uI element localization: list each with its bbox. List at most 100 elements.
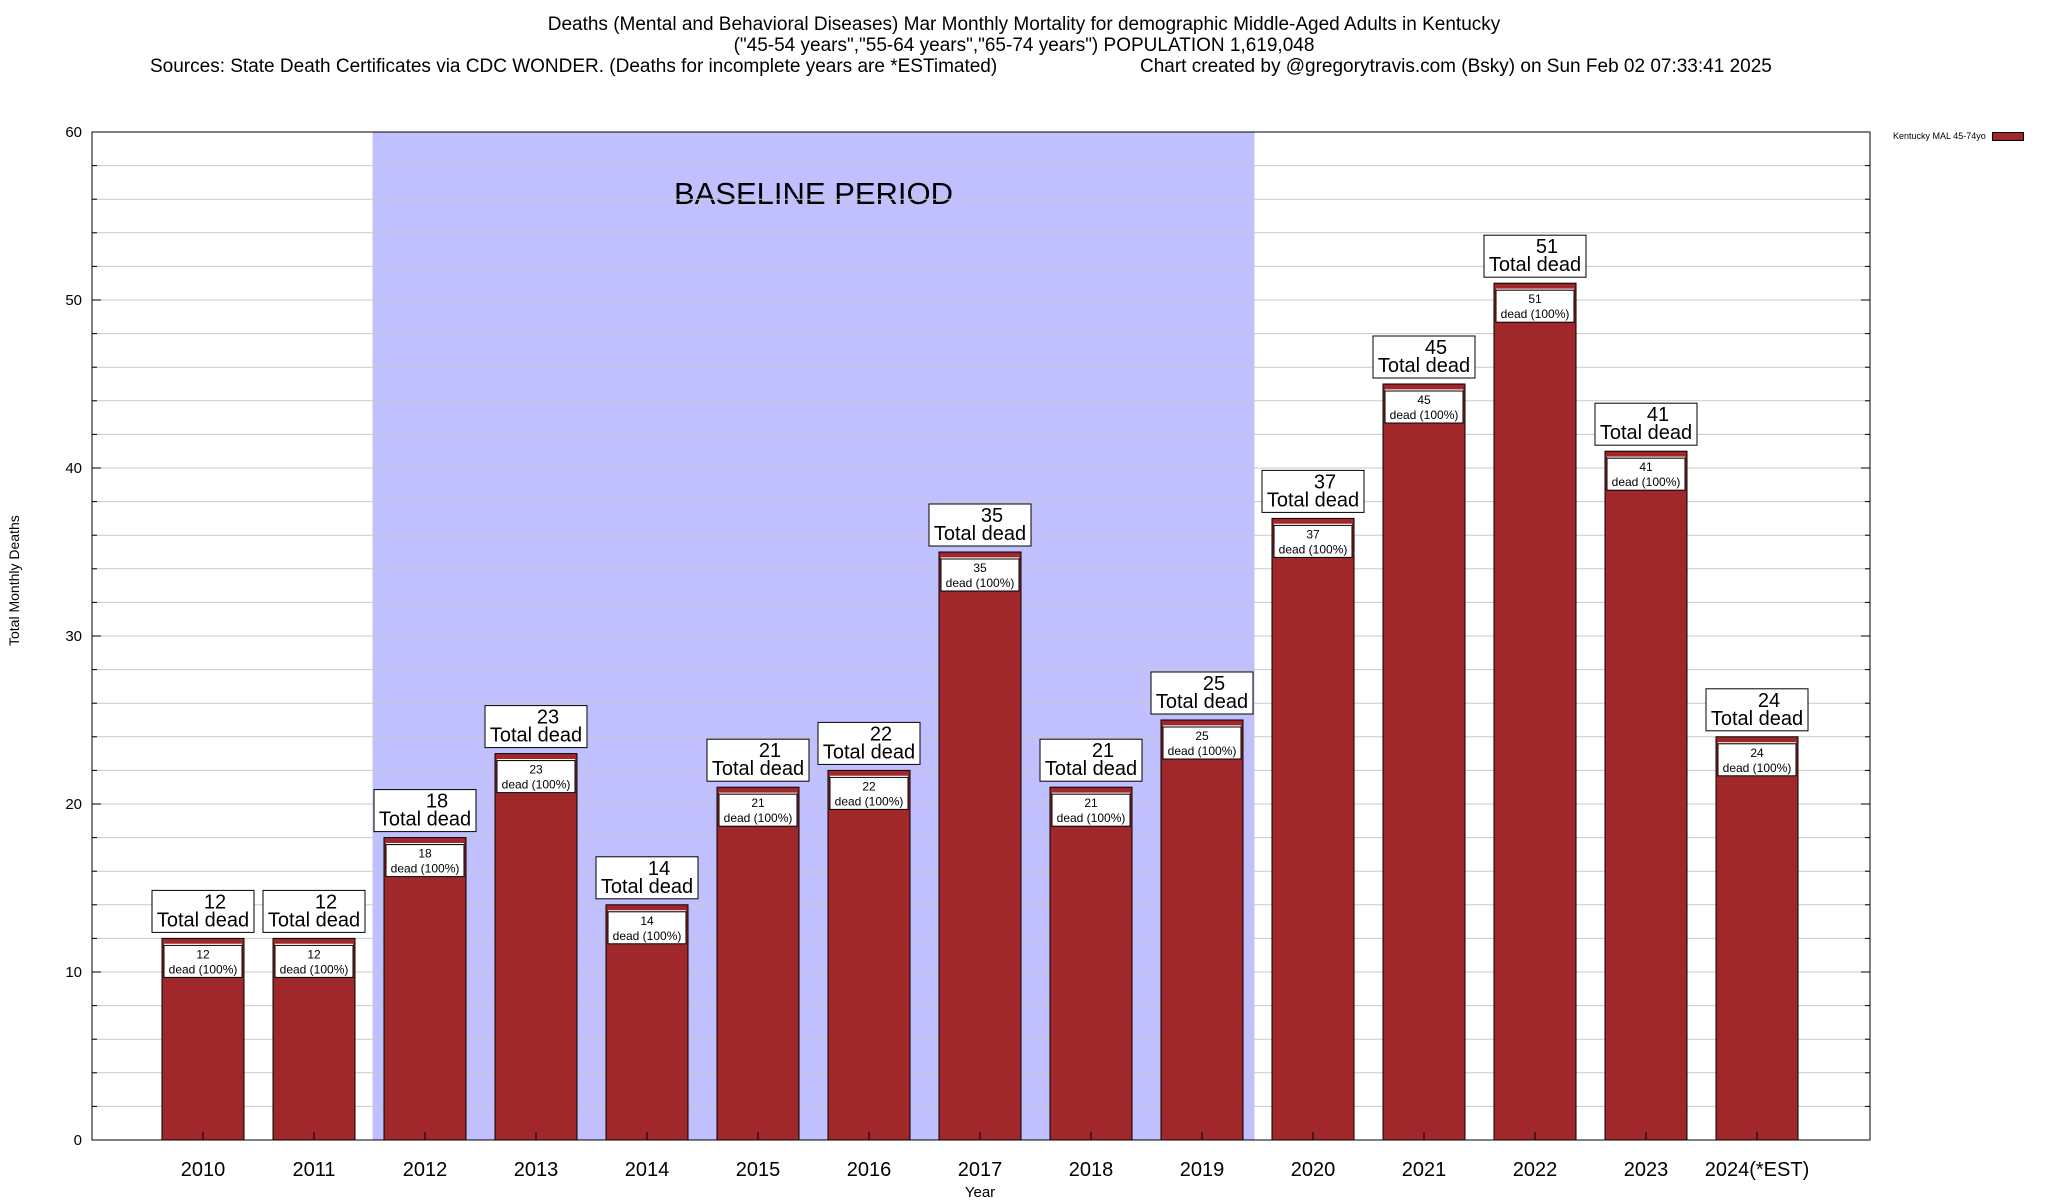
x-tick-label: 2010: [181, 1159, 226, 1181]
inner-share-label: dead (100%): [1057, 811, 1126, 825]
inner-label-box: [1606, 457, 1686, 491]
bar: [1382, 383, 1466, 1141]
inner-value-label: 35: [973, 561, 987, 575]
inner-share-label: dead (100%): [1501, 307, 1570, 321]
total-label-box: [1372, 335, 1476, 379]
x-tick-label: 2015: [736, 1159, 781, 1181]
inner-label-box: [496, 760, 576, 794]
total-label-box: [817, 721, 921, 765]
total-label-box: [928, 503, 1032, 547]
total-dead-label: Total dead: [379, 809, 471, 831]
total-label-box: [373, 789, 477, 833]
inner-share-label: dead (100%): [1279, 542, 1348, 556]
x-tick-label: 2020: [1291, 1159, 1336, 1181]
inner-share-label: dead (100%): [835, 794, 904, 808]
total-dead-label: Total dead: [934, 523, 1026, 545]
x-tick-label: 2019: [1180, 1159, 1225, 1181]
total-value-label: 24: [1758, 690, 1780, 712]
total-label-box: [706, 738, 810, 782]
total-dead-label: Total dead: [1045, 758, 1137, 780]
inner-value-label: 41: [1639, 460, 1653, 474]
inner-value-label: 21: [1084, 796, 1098, 810]
inner-label-box: [1495, 289, 1575, 323]
x-tick-label: 2011: [292, 1159, 335, 1181]
inner-value-label: 12: [196, 947, 210, 961]
inner-share-label: dead (100%): [280, 962, 349, 976]
total-label-box: [484, 705, 588, 749]
inner-share-label: dead (100%): [391, 862, 460, 876]
total-dead-label: Total dead: [601, 876, 693, 898]
total-label-box: [1594, 402, 1698, 446]
baseline-label: BASELINE PERIOD: [674, 176, 953, 211]
inner-value-label: 24: [1750, 746, 1764, 760]
total-value-label: 37: [1314, 471, 1336, 493]
inner-share-label: dead (100%): [169, 962, 238, 976]
x-tick-label: 2023: [1624, 1159, 1669, 1181]
inner-label-box: [607, 911, 687, 945]
x-tick-label: 2022: [1513, 1159, 1558, 1181]
inner-value-label: 22: [862, 779, 876, 793]
total-value-label: 25: [1203, 673, 1225, 695]
total-dead-label: Total dead: [1600, 422, 1692, 444]
inner-share-label: dead (100%): [724, 811, 793, 825]
total-value-label: 14: [648, 858, 670, 880]
sources-text: Sources: State Death Certificates via CD…: [150, 56, 998, 77]
inner-value-label: 51: [1528, 292, 1542, 306]
legend: Kentucky MAL 45-74yo: [1893, 131, 2024, 142]
inner-label-box: [829, 776, 909, 810]
x-tick-label: 2012: [403, 1159, 448, 1181]
chart-subtitle: ("45-54 years","55-64 years","65-74 year…: [733, 35, 1315, 56]
inner-share-label: dead (100%): [1168, 744, 1237, 758]
credit-text: Chart created by @gregorytravis.com (Bsk…: [1140, 56, 1772, 77]
inner-label-box: [163, 944, 243, 978]
total-label-box: [1705, 688, 1809, 732]
total-value-label: 12: [315, 891, 337, 913]
x-tick-label: 2024(*EST): [1705, 1159, 1810, 1181]
total-dead-label: Total dead: [268, 909, 360, 931]
total-dead-label: Total dead: [1267, 489, 1359, 511]
x-tick-label: 2014: [625, 1159, 670, 1181]
total-label-box: [262, 889, 366, 933]
y-tick-label: 60: [65, 124, 82, 141]
inner-value-label: 25: [1195, 729, 1209, 743]
y-tick-label: 10: [65, 964, 82, 981]
x-axis-label: Year: [964, 1184, 996, 1201]
bar: [1049, 786, 1133, 1141]
total-dead-label: Total dead: [1378, 355, 1470, 377]
inner-value-label: 23: [529, 763, 543, 777]
bar: [1604, 450, 1688, 1141]
total-value-label: 21: [759, 740, 781, 762]
bar: [1715, 736, 1799, 1141]
x-tick-label: 2018: [1069, 1159, 1114, 1181]
bar: [938, 551, 1022, 1141]
inner-value-label: 14: [640, 914, 654, 928]
total-value-label: 51: [1536, 236, 1558, 258]
total-label-box: [151, 889, 255, 933]
total-value-label: 41: [1647, 404, 1669, 426]
inner-value-label: 37: [1306, 527, 1320, 541]
inner-label-box: [940, 558, 1020, 592]
inner-value-label: 12: [307, 947, 321, 961]
inner-value-label: 18: [418, 847, 432, 861]
x-tick-label: 2017: [958, 1159, 1003, 1181]
total-label-box: [595, 856, 699, 900]
y-tick-label: 30: [65, 628, 82, 645]
inner-share-label: dead (100%): [946, 576, 1015, 590]
bar: [827, 769, 911, 1141]
bar: [1493, 282, 1577, 1141]
plot-frame: [91, 131, 1871, 1141]
total-dead-label: Total dead: [490, 725, 582, 747]
total-label-box: [1150, 671, 1254, 715]
inner-share-label: dead (100%): [1612, 475, 1681, 489]
x-tick-label: 2021: [1402, 1159, 1447, 1181]
total-value-label: 22: [870, 723, 892, 745]
total-dead-label: Total dead: [712, 758, 804, 780]
inner-share-label: dead (100%): [1390, 408, 1459, 422]
y-tick-label: 50: [65, 292, 82, 309]
inner-label-box: [1717, 743, 1797, 777]
legend-label: Kentucky MAL 45-74yo: [1893, 131, 1986, 141]
legend-swatch: [1991, 132, 2024, 142]
bar: [383, 837, 467, 1141]
total-dead-label: Total dead: [823, 741, 915, 763]
